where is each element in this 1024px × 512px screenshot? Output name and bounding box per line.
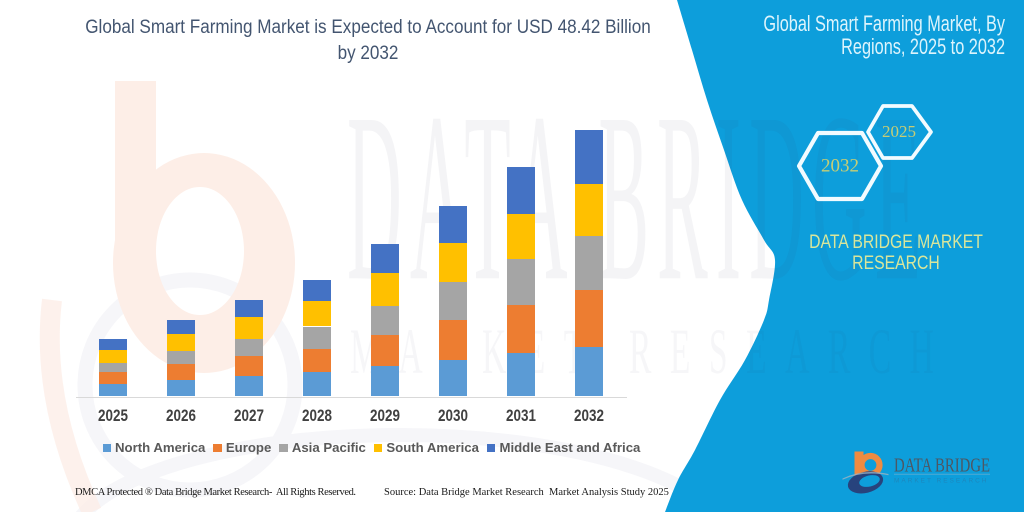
svg-text:2032: 2032 [821,156,859,177]
svg-text:2025: 2025 [882,122,916,141]
svg-text:DATA BRIDGE: DATA BRIDGE [894,456,990,477]
svg-text:MARKET RESEARCH: MARKET RESEARCH [894,478,989,485]
